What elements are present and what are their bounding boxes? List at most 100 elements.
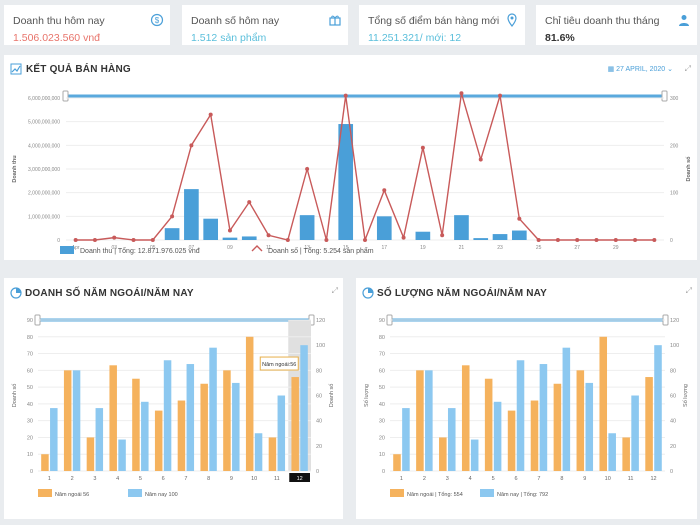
expand-icon[interactable]: ⤢ <box>684 64 691 73</box>
line-point <box>285 238 290 242</box>
y2-tick-label: 0 <box>670 238 673 244</box>
x-tick-label: 3 <box>93 476 96 482</box>
legend-label: Năm ngoái | Tổng: 554 <box>407 491 463 498</box>
kpi-value: 1.512 sản phẩm <box>191 32 267 44</box>
y-tick-label: 0 <box>57 238 60 244</box>
line-point <box>652 238 657 242</box>
line-point <box>440 233 445 238</box>
x-tick-label: 6 <box>515 476 518 482</box>
y-tick-label: 60 <box>379 368 385 374</box>
bar <box>222 237 238 240</box>
bar-this-year <box>608 433 616 471</box>
panel-title: SỐ LƯỢNG NĂM NGOÁI/NĂM NAY <box>377 288 547 299</box>
chevron-down-icon: ⌄ <box>665 66 673 73</box>
sales-yoy-panel: DOANH SỐ NĂM NGOÁI/NĂM NAY ⤢ 0 10 20 30 40 50… <box>4 278 343 519</box>
x-tick-label: 5 <box>492 476 495 482</box>
bar <box>241 236 257 240</box>
y2-tick-label: 60 <box>670 394 676 400</box>
line-point <box>363 238 367 242</box>
bar-this-year <box>254 433 263 471</box>
y2-tick-label: 100 <box>670 343 679 349</box>
y-tick-label: 20 <box>27 435 33 441</box>
x-tick-label: 03 <box>111 245 117 251</box>
y2-tick-label: 120 <box>316 318 325 324</box>
y-tick-label: 0 <box>382 469 385 475</box>
y2-tick-label: 300 <box>670 96 679 102</box>
bar-last-year <box>484 378 493 471</box>
y-tick-label: 10 <box>27 452 33 458</box>
bar-last-year <box>416 370 424 471</box>
x-tick-label: 29 <box>613 245 619 251</box>
legend-swatch-this-year <box>480 489 494 497</box>
kpi-card-target: Chỉ tiêu doanh thu tháng 81.6% <box>536 5 697 45</box>
bar-this-year <box>562 347 571 471</box>
bar-last-year <box>63 370 72 471</box>
y-tick-label: 40 <box>27 402 33 408</box>
x-tick-label: 7 <box>537 476 540 482</box>
y2-tick-label: 200 <box>670 143 679 149</box>
x-tick-label: 21 <box>459 245 465 251</box>
line-point <box>575 238 580 242</box>
sales-result-panel: KẾT QUẢ BÁN HÀNG ▦ 27 APRIL, 2020 ⌄ ⤢ 0 1… <box>4 55 697 260</box>
y2-tick-label: 80 <box>316 368 322 374</box>
y-tick-label: 80 <box>27 335 33 341</box>
bar-this-year <box>277 395 286 471</box>
line-point <box>150 238 155 242</box>
expand-icon[interactable]: ⤢ <box>685 286 692 295</box>
x-tick-label: 3 <box>446 476 449 482</box>
x-tick-label: 25 <box>536 245 542 251</box>
line-point <box>401 235 406 240</box>
x-tick-label: 4 <box>116 476 119 482</box>
date-picker[interactable]: ▦ 27 APRIL, 2020 ⌄ <box>608 65 673 73</box>
line-point <box>227 228 232 233</box>
y-tick-label: 3,000,000,000 <box>28 167 60 173</box>
kpi-value: 1.506.023.560 vnđ <box>13 32 100 44</box>
line-point <box>266 233 271 238</box>
bar-this-year <box>209 347 217 471</box>
x-tick-label: 4 <box>469 476 472 482</box>
y-tick-label: 80 <box>379 335 385 341</box>
bar-this-year <box>447 408 456 471</box>
x-tick-label: 17 <box>382 245 388 251</box>
tooltip <box>259 356 299 371</box>
kpi-card-revenue: Doanh thu hôm nay 1.506.023.560 vnđ $ <box>4 5 170 45</box>
x-tick-label: 2 <box>423 476 426 482</box>
bar <box>338 124 354 240</box>
x-tick-label: 7 <box>184 476 187 482</box>
kpi-value: 11.251.321/ mới: 12 <box>368 32 462 44</box>
y2-axis-label: Số lượng <box>683 384 689 407</box>
bar-this-year <box>72 370 81 471</box>
y2-tick-label: 20 <box>316 444 322 450</box>
line-point <box>92 238 97 242</box>
y-tick-label: 70 <box>27 352 33 358</box>
panel-title: KẾT QUẢ BÁN HÀNG <box>26 64 131 75</box>
line-point <box>247 200 252 205</box>
line-point <box>131 238 136 242</box>
pie-chart-icon <box>10 287 22 299</box>
tooltip-text: Năm ngoái:56 <box>262 362 296 368</box>
bar-this-year <box>654 345 662 471</box>
y-tick-label: 90 <box>27 318 33 324</box>
line-point <box>517 216 522 221</box>
y2-tick-label: 100 <box>670 191 679 197</box>
bar-this-year <box>186 364 195 471</box>
bar-this-year <box>631 395 639 471</box>
y-tick-label: 20 <box>379 435 385 441</box>
chart-icon <box>10 63 22 75</box>
bar <box>511 230 527 240</box>
legend-label: Doanh thu | Tổng: 12.871.976.025 vnđ <box>80 247 200 255</box>
bar-last-year <box>245 336 254 471</box>
expand-icon[interactable]: ⤢ <box>331 286 338 295</box>
y2-tick-label: 0 <box>316 469 319 475</box>
legend-label: Doanh số | Tổng: 5.254 sản phẩm <box>268 246 374 255</box>
y-tick-label: 4,000,000,000 <box>28 143 60 149</box>
line-point <box>112 235 117 240</box>
x-tick-label: 05 <box>150 245 156 251</box>
bar <box>164 228 180 240</box>
legend-swatch-last-year <box>390 489 404 497</box>
bar-last-year <box>177 400 186 471</box>
x-tick-label: 1 <box>48 476 51 482</box>
kpi-label: Chỉ tiêu doanh thu tháng <box>545 15 660 27</box>
bar <box>203 218 219 240</box>
y-tick-label: 2,000,000,000 <box>28 191 60 197</box>
